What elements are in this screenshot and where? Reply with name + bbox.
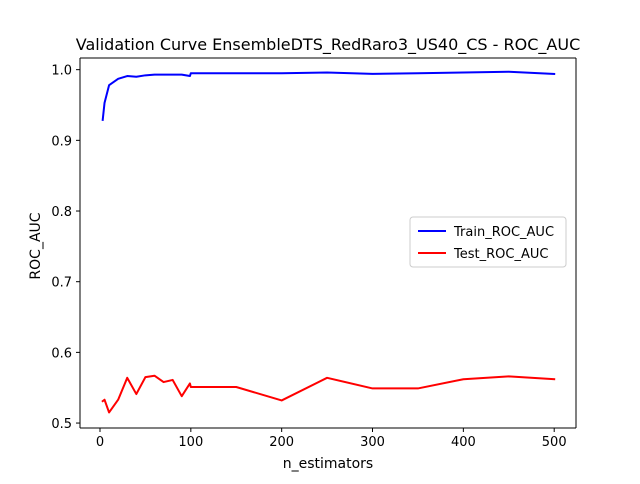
legend: Train_ROC_AUC Test_ROC_AUC xyxy=(409,216,567,268)
y-tick-label: 0.5 xyxy=(51,417,72,432)
legend-box xyxy=(409,216,567,268)
x-tick-label: 300 xyxy=(360,435,385,450)
legend-label: Train_ROC_AUC xyxy=(453,225,554,240)
x-tick-label: 500 xyxy=(542,435,567,450)
series-layer xyxy=(101,70,556,414)
series-line-test-roc-auc xyxy=(101,374,556,414)
series-line-train-roc-auc xyxy=(101,70,556,121)
x-tick-label: 400 xyxy=(451,435,476,450)
y-tick-label: 0.9 xyxy=(51,134,72,149)
chart-title: Validation Curve EnsembleDTS_RedRaro3_US… xyxy=(76,35,580,55)
x-tick-label: 200 xyxy=(269,435,294,450)
y-tick-label: 1.0 xyxy=(51,64,72,79)
axes-layer: 0 100 200 300 400 500 0.5 0.6 0.7 0.8 0.9 1.0 xyxy=(51,57,577,450)
x-tick-label: 0 xyxy=(96,435,104,450)
x-axis-label: n_estimators xyxy=(283,456,373,472)
legend-label: Test_ROC_AUC xyxy=(453,247,548,262)
y-axis-label: ROC_AUC xyxy=(28,212,44,279)
y-tick-label: 0.8 xyxy=(51,205,72,220)
y-tick-label: 0.6 xyxy=(51,346,72,361)
x-tick-label: 100 xyxy=(178,435,203,450)
y-tick-label: 0.7 xyxy=(51,276,72,291)
